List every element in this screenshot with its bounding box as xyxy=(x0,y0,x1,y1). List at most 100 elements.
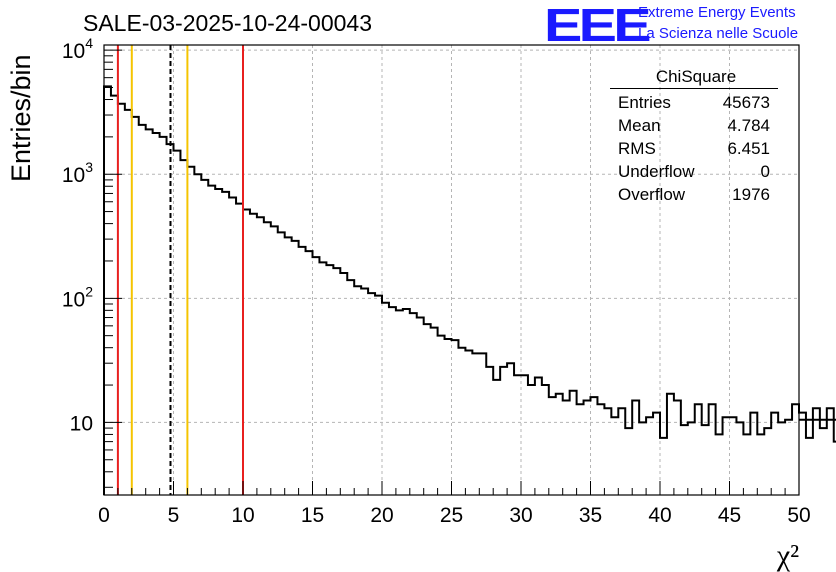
histogram-bin xyxy=(639,422,646,495)
stats-value: 45673 xyxy=(722,93,770,112)
histogram-bin xyxy=(570,391,577,495)
histogram-bin xyxy=(535,378,542,495)
histogram-bin xyxy=(139,125,146,495)
histogram-bin xyxy=(222,192,229,495)
histogram-bin xyxy=(410,313,417,495)
x-tick-label: 50 xyxy=(787,504,810,527)
histogram-bin xyxy=(799,413,806,495)
histogram-bin xyxy=(577,404,584,495)
histogram-bin xyxy=(500,367,507,495)
histogram-bin xyxy=(604,408,611,495)
histogram-bin xyxy=(514,375,521,495)
histogram-bin xyxy=(507,363,514,495)
x-tick-label: 10 xyxy=(231,504,254,527)
y-tick-label: 102 xyxy=(62,283,93,311)
y-tick-label: 104 xyxy=(62,35,93,63)
histogram-bin xyxy=(285,237,292,495)
histogram-bin xyxy=(299,247,306,495)
histogram-bin xyxy=(125,110,132,495)
histogram-bin xyxy=(215,189,222,495)
histogram-bin xyxy=(542,385,549,495)
histogram-bin xyxy=(716,434,723,495)
histogram-bin xyxy=(757,434,764,495)
histogram-bin xyxy=(653,413,660,495)
x-axis-label: χ² xyxy=(776,539,799,572)
x-tick-labels: 0 5 10 15 20 25 30 35 40 45 50 xyxy=(98,504,811,527)
stats-row-rms: RMS 6.451 xyxy=(610,137,778,160)
histogram-bin xyxy=(306,251,313,495)
histogram-bin xyxy=(563,401,570,495)
x-tick-label: 15 xyxy=(301,504,324,527)
stats-label: Entries xyxy=(618,93,671,112)
histogram-bin xyxy=(611,417,618,495)
histogram-bin xyxy=(813,408,820,495)
histogram-bin xyxy=(709,404,716,495)
histogram-bin xyxy=(201,180,208,495)
histogram-bin xyxy=(313,257,320,495)
histogram-bin xyxy=(229,197,236,495)
stats-row-mean: Mean 4.784 xyxy=(610,114,778,137)
histogram-bin xyxy=(472,353,479,495)
histogram-bin xyxy=(479,353,486,495)
histogram-bin xyxy=(424,324,431,495)
histogram-bin xyxy=(389,307,396,495)
histogram-bin xyxy=(528,385,535,495)
histogram-bin xyxy=(194,174,201,495)
histogram-bin xyxy=(723,417,730,495)
histogram-bin xyxy=(326,265,333,495)
histogram-bin xyxy=(597,404,604,495)
marker-lines xyxy=(116,45,244,495)
histogram-bin xyxy=(368,293,375,495)
histogram-bin xyxy=(208,186,215,495)
stats-row-underflow: Underflow 0 xyxy=(610,160,778,183)
histogram-bin xyxy=(764,428,771,495)
histogram-bin xyxy=(549,397,556,495)
stats-box: ChiSquare Entries 45673 Mean 4.784 RMS 6.451 U… xyxy=(610,66,778,206)
histogram-bars xyxy=(103,85,836,495)
histogram-bin xyxy=(778,422,785,495)
histogram-bin xyxy=(591,397,598,495)
histogram-bin xyxy=(702,425,709,495)
x-tick-label: 5 xyxy=(168,504,180,527)
histogram-bin xyxy=(736,422,743,495)
histogram-bin xyxy=(278,232,285,495)
x-tick-label: 30 xyxy=(509,504,532,527)
histogram-bin xyxy=(417,318,424,495)
histogram-bin xyxy=(521,375,528,495)
eee-logo: EEE xyxy=(544,0,652,51)
histogram-bin xyxy=(632,401,639,495)
stats-value: 4.784 xyxy=(727,116,770,135)
histogram-bin xyxy=(264,222,271,495)
histogram-bin xyxy=(153,133,160,495)
histogram-bin xyxy=(174,151,181,495)
histogram-bin xyxy=(104,86,111,495)
axis-ticks xyxy=(103,49,800,495)
y-tick-label: 103 xyxy=(62,159,93,187)
histogram-bin xyxy=(243,209,250,495)
histogram-bin xyxy=(646,417,653,495)
stats-row-overflow: Overflow 1976 xyxy=(610,183,778,206)
histogram-bin xyxy=(361,288,368,495)
histogram-bin xyxy=(250,214,257,495)
histogram-bin xyxy=(132,117,139,495)
histogram-bin xyxy=(785,420,792,495)
stats-row-entries: Entries 45673 xyxy=(610,91,778,114)
histogram-bin xyxy=(618,408,625,495)
histogram-bin xyxy=(347,280,354,495)
histogram-bin xyxy=(743,434,750,495)
histogram-bin xyxy=(493,380,500,495)
histogram-bin xyxy=(396,310,403,495)
histogram-bin xyxy=(445,339,452,495)
logo-line-2: La Scienza nelle Scuole xyxy=(638,25,799,42)
x-tick-label: 0 xyxy=(98,504,110,527)
logo-line-1: Extreme Energy Events xyxy=(638,4,796,21)
histogram-bin xyxy=(146,129,153,495)
histogram-bin xyxy=(688,422,695,495)
histogram-bin xyxy=(584,401,591,495)
histogram-bin xyxy=(750,413,757,495)
histogram-bin xyxy=(556,394,563,495)
histogram-bin xyxy=(354,286,361,495)
x-tick-label: 40 xyxy=(648,504,671,527)
histogram-bin xyxy=(625,428,632,495)
histogram-bin xyxy=(667,394,674,495)
